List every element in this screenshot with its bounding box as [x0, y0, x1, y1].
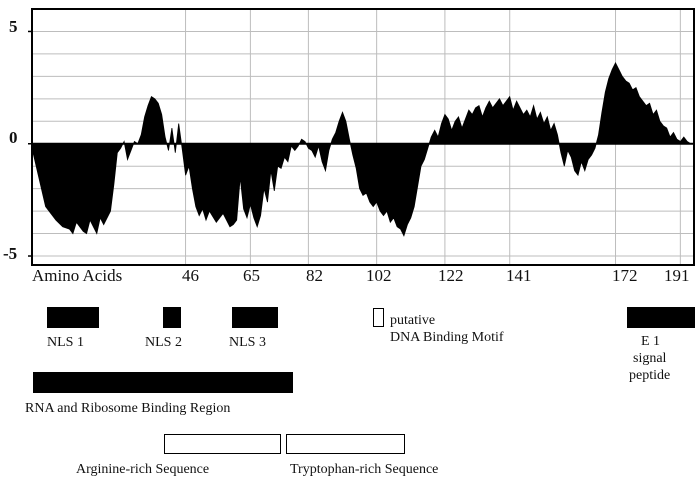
x-tick-label: 82	[306, 266, 323, 285]
peptide-label: peptide	[629, 368, 671, 383]
nls2-label: NLS 2	[145, 335, 182, 350]
y-tick-label: -5	[3, 244, 18, 263]
x-axis-label: Amino Acids	[32, 266, 123, 285]
nls1-label: NLS 1	[47, 335, 84, 350]
dna-binding-motif-label: DNA Binding Motif	[390, 330, 504, 345]
nls3-label: NLS 3	[229, 335, 266, 350]
nls2-box	[163, 307, 181, 328]
nls1-box	[47, 307, 99, 328]
tryptophan-rich-box	[286, 434, 405, 454]
tryptophan-rich-label: Tryptophan-rich Sequence	[290, 462, 439, 477]
putative-motif-box	[373, 308, 384, 327]
signal-label: signal	[633, 351, 667, 366]
putative-label: putative	[390, 313, 436, 328]
e1-signal-peptide-box	[627, 307, 695, 328]
x-tick-label: 141	[506, 266, 532, 285]
y-tick-label: 5	[9, 17, 18, 36]
x-tick-label: 65	[243, 266, 260, 285]
hydropathy-plot	[28, 8, 695, 266]
e1-label: E 1	[641, 334, 661, 349]
y-tick-label: 0	[9, 128, 18, 147]
x-tick-label: 191	[664, 266, 690, 285]
x-tick-label: 172	[612, 266, 638, 285]
rna-binding-region-label: RNA and Ribosome Binding Region	[25, 401, 231, 416]
arginine-rich-box	[164, 434, 281, 454]
x-tick-label: 46	[182, 266, 199, 285]
nls3-box	[232, 307, 278, 328]
rna-binding-region-box	[33, 372, 293, 393]
profile-area	[31, 62, 692, 237]
x-tick-label: 122	[438, 266, 464, 285]
plot-frame	[31, 8, 695, 266]
arginine-rich-label: Arginine-rich Sequence	[76, 462, 210, 477]
x-tick-label: 102	[366, 266, 392, 285]
